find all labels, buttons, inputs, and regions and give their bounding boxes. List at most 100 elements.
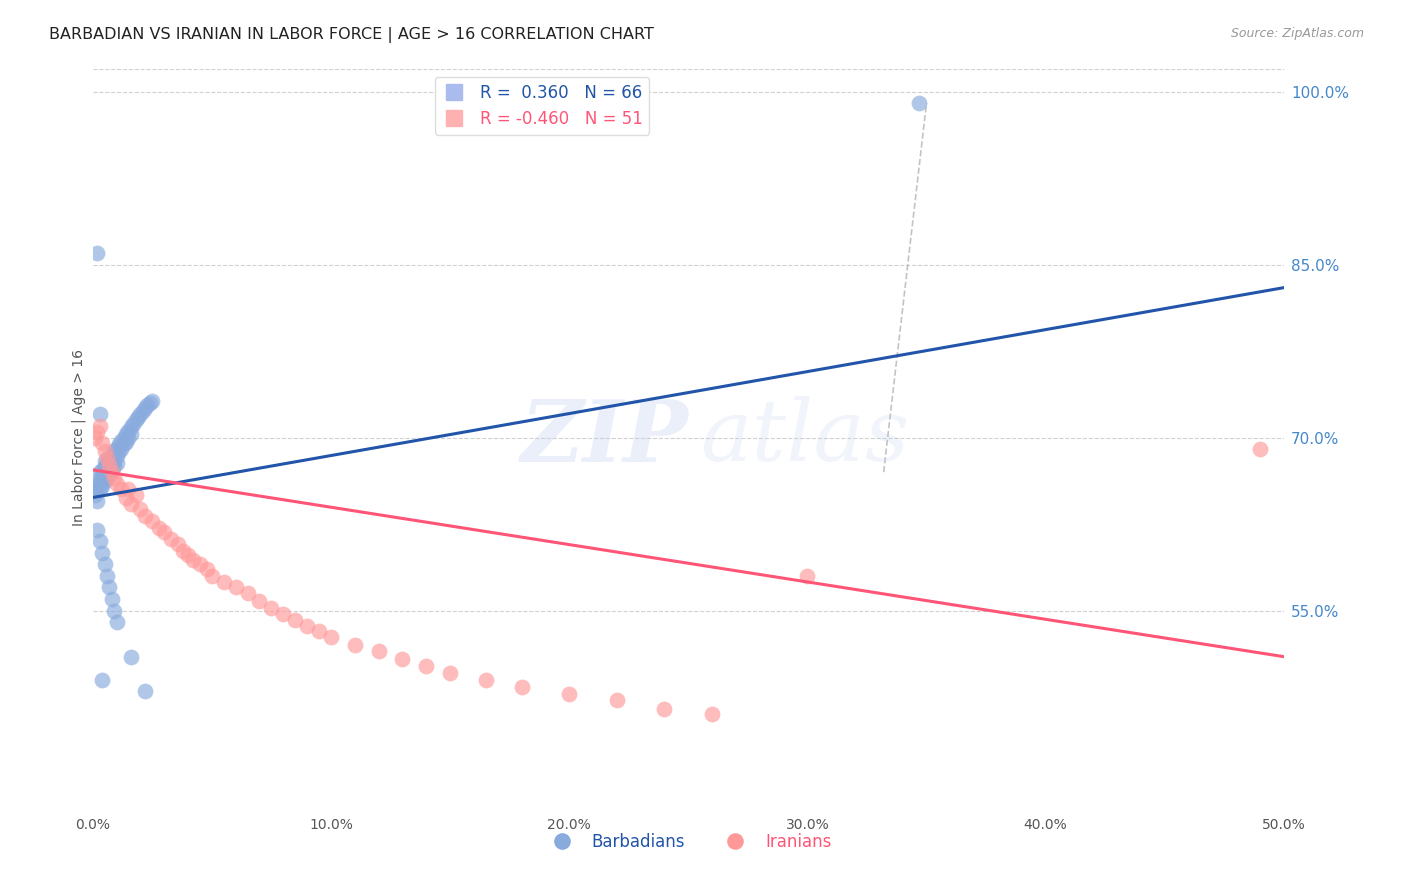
Point [84,488,107,502]
Point [103,471,125,485]
Point [91,546,114,560]
Y-axis label: In Labor Force | Age > 16: In Labor Force | Age > 16 [72,349,86,526]
Point [654,701,676,715]
Point [91,471,114,485]
Point [139,396,162,410]
Point [91,436,114,450]
Point [129,408,152,422]
Point [134,401,156,415]
Point [124,413,146,427]
Legend: R =  0.360   N = 66, R = -0.460   N = 51: R = 0.360 N = 66, R = -0.460 N = 51 [434,77,650,135]
Point [93,459,115,474]
Point [439,665,461,680]
Point [134,684,156,698]
Point [89,471,111,485]
Point [510,680,533,694]
Point [110,483,132,497]
Point [96,463,118,477]
Point [120,498,142,512]
Point [93,444,115,458]
Point [93,467,115,482]
Point [212,574,235,589]
Point [89,408,111,422]
Point [98,458,121,473]
Text: ZIP: ZIP [520,396,689,479]
Point [134,508,156,523]
Point [415,659,437,673]
Point [367,644,389,658]
Point [96,471,118,485]
Point [86,425,108,439]
Point [120,649,142,664]
Point [319,630,342,644]
Point [188,558,211,572]
Point [103,453,125,467]
Point [86,494,108,508]
Point [606,693,628,707]
Text: BARBADIAN VS IRANIAN IN LABOR FORCE | AGE > 16 CORRELATION CHART: BARBADIAN VS IRANIAN IN LABOR FORCE | AG… [49,27,654,43]
Point [129,502,152,516]
Text: Source: ZipAtlas.com: Source: ZipAtlas.com [1230,27,1364,40]
Point [195,562,218,576]
Point [177,548,200,562]
Point [115,491,138,505]
Point [112,437,135,451]
Point [391,652,413,666]
Point [172,543,194,558]
Point [124,488,146,502]
Point [127,409,149,424]
Point [117,483,139,497]
Point [122,417,145,431]
Point [225,581,247,595]
Point [93,453,115,467]
Point [100,456,122,470]
Point [108,437,131,451]
Point [100,463,122,477]
Point [271,607,294,621]
Point [260,601,283,615]
Point [98,458,121,473]
Point [86,476,108,491]
Point [86,483,108,497]
Point [236,586,259,600]
Point [93,558,115,572]
Point [105,456,128,470]
Point [84,431,107,445]
Point [89,465,111,479]
Point [103,459,125,474]
Point [86,523,108,537]
Point [100,592,122,607]
Point [249,594,271,608]
Point [908,96,931,111]
Point [96,456,118,470]
Point [96,569,118,583]
Point [98,581,121,595]
Point [796,569,818,583]
Point [89,483,111,497]
Point [96,451,118,466]
Point [117,431,139,445]
Point [86,246,108,260]
Point [558,687,581,701]
Point [91,463,114,477]
Point [105,476,128,491]
Point [112,431,135,445]
Point [141,393,163,408]
Point [343,638,366,652]
Point [120,420,142,434]
Point [115,435,138,450]
Point [100,465,122,479]
Point [117,424,139,438]
Point [105,449,128,463]
Point [91,673,114,687]
Point [160,532,183,546]
Point [136,398,159,412]
Point [108,444,131,458]
Point [1249,442,1271,456]
Point [115,427,138,442]
Point [91,479,114,493]
Point [103,444,125,458]
Point [308,624,330,639]
Point [141,514,163,528]
Point [93,475,115,489]
